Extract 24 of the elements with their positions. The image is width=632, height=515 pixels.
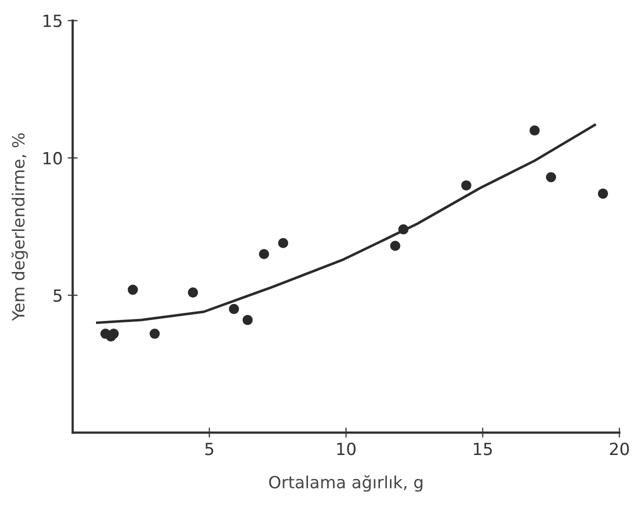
point — [530, 125, 540, 136]
point — [242, 314, 253, 326]
point — [150, 328, 160, 339]
point — [546, 172, 556, 182]
x-axis-title: Ortalama ağırlık, g — [269, 475, 422, 492]
point — [598, 188, 608, 199]
point — [108, 328, 119, 339]
x-tick-label: 15 — [474, 442, 492, 456]
x-tick-label: 20 — [610, 442, 629, 456]
line-series — [96, 124, 596, 324]
point — [128, 284, 138, 295]
point — [278, 238, 288, 248]
point — [228, 304, 240, 314]
point — [188, 287, 198, 298]
point — [390, 240, 400, 251]
point — [398, 224, 409, 234]
y-tick-label: 5 — [54, 289, 62, 302]
x-tick-label: 5 — [205, 442, 214, 456]
x-tick-label: 10 — [337, 442, 356, 456]
y-tick-label: 10 — [44, 152, 62, 164]
y-axis-title: Yem değerlendirme, % — [11, 133, 28, 321]
point — [258, 248, 270, 260]
y-tick-label: 15 — [44, 14, 62, 28]
point — [461, 180, 472, 190]
